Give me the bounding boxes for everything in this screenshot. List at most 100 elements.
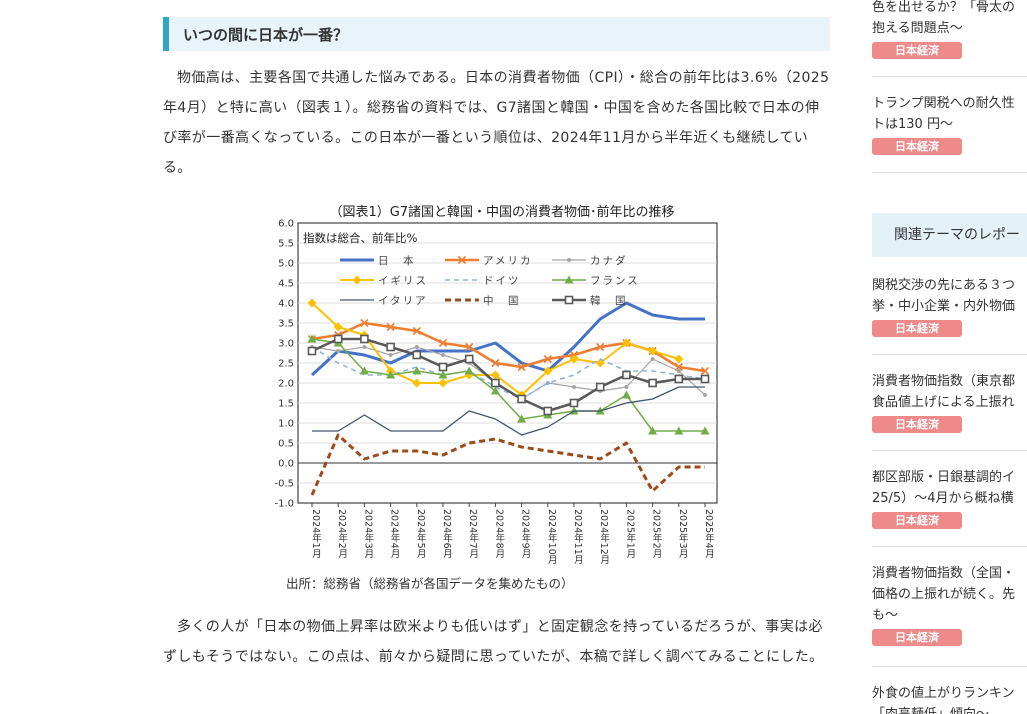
section-heading: いつの間に日本が一番？ [163, 17, 830, 51]
data-point [359, 366, 369, 375]
data-point [622, 370, 631, 380]
sidebar-report-title[interactable]: 食品値上げによる上振れ [872, 395, 1015, 410]
sidebar-report-title[interactable]: 価格の上振れが続く。先 [872, 587, 1016, 602]
category-badge[interactable]: 日本経済 [872, 629, 962, 646]
data-point [386, 370, 396, 379]
sidebar-report-item[interactable]: 関税交渉の先にある３つ 挙・中小企業・内外物価 日本経済 [872, 275, 1027, 337]
article-paragraph-2: 多くの人が「日本の物価上昇率は欧米よりも低いはず」と固定観念を持っているだろうが… [163, 612, 830, 672]
data-point [674, 426, 684, 435]
data-point [333, 322, 343, 332]
category-badge[interactable]: 日本経済 [872, 138, 962, 155]
y-tick-label: 0.0 [278, 459, 294, 470]
y-tick-label: 6.0 [278, 219, 294, 230]
sidebar-report-item[interactable]: 消費者物価指数（東京都 食品値上げによる上振れ 日本経済 [872, 371, 1027, 433]
legend-label: 中 国 [483, 294, 521, 307]
data-point [360, 334, 369, 344]
x-tick-label: 2024年10月 [546, 509, 558, 565]
data-point [438, 370, 448, 379]
sidebar-report-title[interactable]: 外食の値上がりランキン [872, 686, 1015, 701]
x-tick-label: 2025年2月 [651, 509, 663, 559]
data-point [457, 255, 467, 265]
x-tick-label: 2025年4月 [703, 509, 715, 559]
x-tick-label: 2024年5月 [415, 509, 427, 559]
x-tick-label: 2024年7月 [467, 509, 479, 559]
cpi-chart-svg: （図表1）G7諸国と韓国・中国の消費者物価･前年比の推移 6.0 5.5 5.0 4.5… [274, 204, 718, 591]
sidebar-report-item[interactable]: 消費者物価指数（全国・ 価格の上振れが続く。先 も～ 日本経済 [872, 563, 1027, 646]
series-line [311, 337, 705, 413]
data-point [564, 295, 574, 305]
y-tick-label: 0.5 [278, 439, 294, 450]
sidebar-report-title[interactable]: も～ [872, 608, 899, 623]
x-tick-label: 2025年1月 [624, 509, 636, 559]
sidebar-report-item[interactable]: 外食の値上がりランキン「肉高麺低」傾向～ [872, 683, 1027, 714]
sidebar-report-title[interactable]: 「肉高麺低」傾向～ [872, 704, 1027, 714]
chart-source: 出所：総務省（総務省が各国データを集めたもの） [286, 576, 574, 591]
sidebar-report-title[interactable]: 消費者物価指数（東京都 [872, 374, 1016, 389]
sidebar-divider [872, 354, 1027, 355]
data-point [412, 366, 422, 375]
sidebar-report-title[interactable]: 消費者物価指数（全国・ [872, 566, 1016, 581]
data-point [543, 406, 553, 416]
cpi-chart: （図表1）G7諸国と韓国・中国の消費者物価･前年比の推移 6.0 5.5 5.0 4.5… [262, 198, 732, 598]
y-tick-label: 2.5 [278, 359, 294, 370]
sidebar-report-title[interactable]: 挙・中小企業・内外物価 [872, 299, 1016, 314]
sidebar-report-title[interactable]: 25/5）～4月から概ね横 [872, 491, 1014, 506]
data-point [441, 353, 445, 357]
chart-inner-note: 指数は総合、前年比% [303, 231, 417, 245]
data-point [621, 390, 631, 399]
y-tick-label: -0.5 [274, 479, 294, 490]
sidebar: 関連テーマのレポー 色を出せるか？「骨太の 抱える問題点～ 日本経済 トランプ関税への耐… [872, 0, 1027, 714]
category-badge[interactable]: 日本経済 [872, 512, 962, 529]
category-badge[interactable]: 日本経済 [872, 320, 962, 337]
chart-title: （図表1）G7諸国と韓国・中国の消費者物価･前年比の推移 [329, 204, 674, 220]
data-point [333, 334, 343, 344]
y-tick-label: -1.0 [274, 499, 294, 510]
data-point [388, 353, 393, 357]
sidebar-report-title[interactable]: 抱える問題点～ [872, 21, 963, 36]
sidebar-report-item[interactable]: 都区部版・日銀基調的イ 25/5）～4月から概ね横 日本経済 [872, 467, 1027, 529]
category-badge[interactable]: 日本経済 [872, 42, 962, 59]
sidebar-divider [872, 666, 1027, 667]
data-point [307, 298, 317, 308]
y-tick-label: 1.0 [278, 419, 294, 430]
sidebar-report-title[interactable]: トは130 円～ [872, 117, 953, 132]
sidebar-report-title[interactable]: 関税交渉の先にある３つ [872, 278, 1016, 293]
y-tick-label: 3.0 [278, 339, 294, 350]
legend-label: カナダ [590, 254, 628, 267]
sidebar-report-item[interactable]: 色を出せるか？「骨太の 抱える問題点～ 日本経済 [872, 0, 1027, 59]
data-point [648, 426, 658, 435]
data-point [674, 354, 684, 364]
data-point [307, 346, 317, 356]
category-badge[interactable]: 日本経済 [872, 416, 962, 433]
data-point [517, 362, 526, 372]
data-point [412, 326, 421, 336]
x-tick-label: 2024年9月 [520, 509, 532, 559]
data-point [490, 386, 500, 395]
sidebar-report-item[interactable]: トランプ関税への耐久性 トは130 円～ 日本経済 [872, 93, 1027, 155]
x-tick-label: 2024年3月 [362, 509, 374, 559]
data-point [648, 378, 657, 388]
series-line [310, 433, 705, 496]
data-point [517, 394, 526, 404]
data-point [491, 358, 500, 368]
data-point [703, 393, 707, 397]
data-point [648, 346, 658, 356]
data-point [624, 385, 629, 389]
legend-label: 韓 国 [590, 295, 628, 307]
data-point [569, 398, 579, 408]
sidebar-report-title[interactable]: 都区部版・日銀基調的イ [872, 470, 1016, 485]
data-point [360, 318, 369, 328]
sidebar-report-title[interactable]: 色を出せるか？「骨太の [872, 0, 1016, 15]
sidebar-divider [872, 172, 1027, 173]
legend-label: 日 本 [378, 254, 416, 267]
legend-label: ドイツ [483, 275, 521, 287]
y-tick-label: 4.5 [278, 279, 294, 290]
y-tick-label: 2.0 [278, 379, 294, 390]
x-tick-label: 2025年3月 [677, 509, 689, 559]
data-point [438, 362, 448, 372]
data-point [465, 342, 474, 352]
sidebar-report-title[interactable]: トランプ関税への耐久性 [872, 96, 1015, 111]
data-point [386, 322, 395, 332]
data-point [569, 354, 579, 364]
series-line [311, 338, 705, 432]
